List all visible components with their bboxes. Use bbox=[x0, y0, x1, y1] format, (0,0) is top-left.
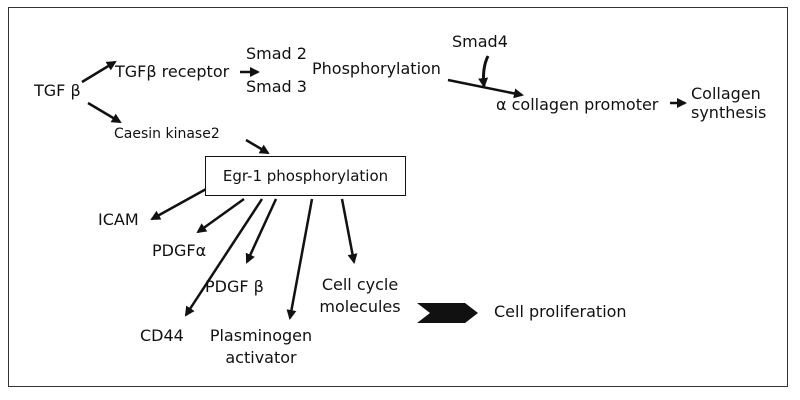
arrow-smad4-to-collagen-promoter bbox=[478, 55, 490, 88]
node-smad3: Smad 3 bbox=[246, 77, 307, 96]
node-smad2: Smad 2 bbox=[246, 44, 307, 63]
node-pdgfa: PDGFα bbox=[152, 241, 207, 260]
node-collagen-promoter: α collagen promoter bbox=[496, 95, 659, 114]
node-collagen-synthesis-line1: Collagen bbox=[691, 84, 761, 103]
arrow-egr1-to-icam bbox=[150, 186, 209, 221]
node-cell-proliferation: Cell proliferation bbox=[494, 302, 627, 321]
node-caesin-kinase: Caesin kinase2 bbox=[114, 126, 220, 142]
arrow-egr1-to-cd44 bbox=[184, 198, 264, 317]
arrow-tgfb-to-caesin-kinase bbox=[87, 101, 122, 124]
arrow-egr1-to-cell-cycle bbox=[340, 198, 358, 264]
node-collagen-synthesis-line2: synthesis bbox=[691, 103, 767, 122]
node-icam: ICAM bbox=[98, 210, 139, 229]
node-cell-cycle-line2: molecules bbox=[319, 297, 401, 316]
node-tgfb-receptor: TGFβ receptor bbox=[115, 62, 230, 81]
node-phosphorylation: Phosphorylation bbox=[312, 59, 441, 78]
node-smad4: Smad4 bbox=[452, 32, 508, 51]
node-egr1-phosphorylation: Egr-1 phosphorylation bbox=[205, 156, 406, 196]
arrow-caesin-kinase-to-egr1 bbox=[245, 138, 270, 155]
node-egr1-label: Egr-1 phosphorylation bbox=[222, 167, 389, 185]
node-cd44: CD44 bbox=[140, 326, 184, 345]
arrow-egr1-to-pdgfa bbox=[196, 197, 245, 234]
node-pdgfb: PDGF β bbox=[205, 277, 264, 296]
node-tgfb: TGF β bbox=[34, 81, 81, 100]
chevron-arrow-to-cell-proliferation bbox=[417, 303, 478, 323]
node-cell-cycle-line1: Cell cycle bbox=[321, 275, 399, 294]
diagram-frame bbox=[8, 7, 788, 387]
node-plasminogen-activator-line2: activator bbox=[225, 348, 297, 367]
node-plasminogen-activator-line1: Plasminogen bbox=[209, 326, 313, 345]
arrow-egr1-to-pdgfb bbox=[245, 198, 278, 264]
arrow-tgfb-to-receptor bbox=[81, 60, 117, 84]
arrow-egr1-to-plasminogen bbox=[286, 198, 314, 320]
